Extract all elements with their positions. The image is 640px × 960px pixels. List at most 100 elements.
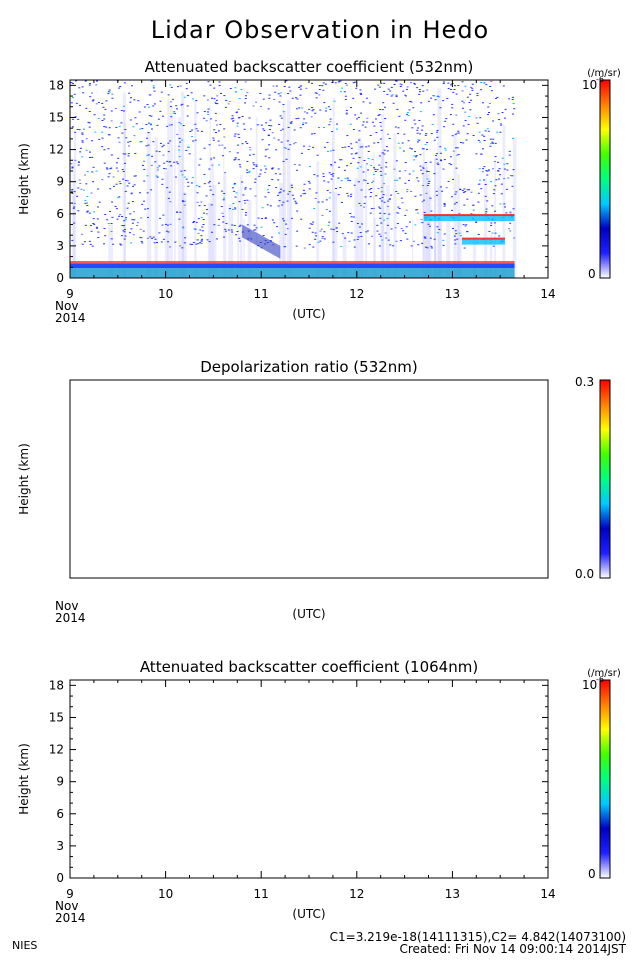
noise-pixel (210, 717, 212, 718)
noise-pixel (228, 208, 231, 210)
noise-pixel (146, 795, 148, 796)
noise-pixel (141, 203, 144, 205)
noise-pixel (471, 687, 473, 688)
noise-pixel (188, 146, 191, 148)
noise-pixel (293, 752, 295, 753)
noise-pixel (459, 804, 461, 805)
noise-pixel (390, 86, 393, 88)
noise-pixel (395, 695, 397, 696)
noise-pixel (289, 685, 291, 686)
x-tick-label: 10 (158, 887, 173, 901)
noise-pixel (313, 695, 315, 696)
noise-pixel (235, 786, 237, 787)
signal-streak (117, 705, 122, 878)
noise-pixel (391, 760, 393, 761)
noise-pixel (228, 686, 230, 687)
signal-streak (425, 166, 428, 278)
noise-pixel (301, 715, 303, 716)
noise-pixel (246, 160, 249, 162)
noise-pixel (78, 804, 80, 805)
noise-pixel (498, 119, 501, 121)
noise-pixel (116, 762, 118, 763)
noise-pixel (389, 749, 391, 750)
noise-pixel (483, 685, 485, 686)
y-tick-label: 18 (49, 78, 64, 92)
noise-pixel (323, 747, 325, 748)
noise-pixel (122, 726, 124, 727)
noise-pixel (146, 714, 148, 715)
noise-pixel (212, 137, 215, 139)
noise-pixel (323, 680, 325, 681)
signal-streak (112, 816, 116, 878)
noise-pixel (174, 684, 176, 685)
noise-pixel (384, 815, 386, 816)
noise-pixel (120, 235, 123, 237)
noise-pixel (118, 196, 121, 198)
noise-pixel (71, 97, 74, 99)
noise-pixel (290, 750, 292, 751)
signal-streak (269, 823, 271, 878)
noise-pixel (92, 166, 95, 168)
noise-pixel (210, 735, 212, 736)
noise-pixel (275, 149, 278, 151)
noise-pixel (282, 111, 285, 113)
noise-pixel (166, 187, 169, 189)
noise-pixel (214, 708, 216, 709)
noise-pixel (428, 747, 430, 748)
noise-pixel (480, 82, 483, 84)
noise-pixel (81, 765, 83, 766)
noise-pixel (197, 808, 199, 809)
noise-pixel (253, 164, 256, 166)
colorbar (599, 379, 611, 579)
noise-pixel (220, 775, 222, 776)
signal-streak (256, 690, 257, 878)
noise-pixel (147, 144, 150, 146)
noise-pixel (315, 192, 318, 194)
noise-pixel (434, 696, 436, 697)
noise-pixel (324, 770, 326, 771)
noise-pixel (510, 725, 512, 726)
noise-pixel (207, 685, 209, 686)
noise-pixel (139, 776, 141, 777)
noise-pixel (81, 141, 84, 143)
noise-pixel (279, 191, 282, 193)
noise-pixel (295, 118, 298, 120)
noise-pixel (105, 126, 108, 128)
noise-pixel (398, 727, 400, 728)
noise-pixel (264, 155, 267, 157)
noise-pixel (140, 686, 142, 687)
noise-pixel (216, 756, 218, 757)
noise-pixel (485, 707, 487, 708)
noise-pixel (487, 130, 490, 132)
noise-pixel (237, 133, 240, 135)
noise-pixel (339, 159, 342, 161)
noise-pixel (506, 734, 508, 735)
noise-pixel (492, 193, 495, 195)
noise-pixel (208, 681, 210, 682)
noise-pixel (458, 212, 461, 214)
noise-pixel (473, 725, 475, 726)
noise-pixel (158, 706, 160, 707)
noise-pixel (409, 684, 411, 685)
noise-pixel (210, 681, 212, 682)
noise-pixel (271, 219, 274, 221)
noise-pixel (430, 757, 432, 758)
noise-pixel (430, 133, 433, 135)
noise-pixel (443, 724, 445, 725)
noise-pixel (240, 89, 243, 91)
noise-pixel (159, 100, 162, 102)
signal-streak (407, 796, 409, 878)
noise-pixel (103, 149, 106, 151)
noise-pixel (119, 183, 122, 185)
noise-pixel (426, 178, 429, 180)
noise-pixel (450, 89, 453, 91)
noise-pixel (487, 169, 490, 171)
noise-pixel (176, 776, 178, 777)
noise-pixel (154, 161, 157, 163)
noise-pixel (270, 685, 272, 686)
noise-pixel (269, 822, 271, 823)
noise-pixel (215, 99, 218, 101)
noise-pixel (227, 103, 230, 105)
noise-pixel (121, 225, 124, 227)
noise-pixel (235, 837, 237, 838)
